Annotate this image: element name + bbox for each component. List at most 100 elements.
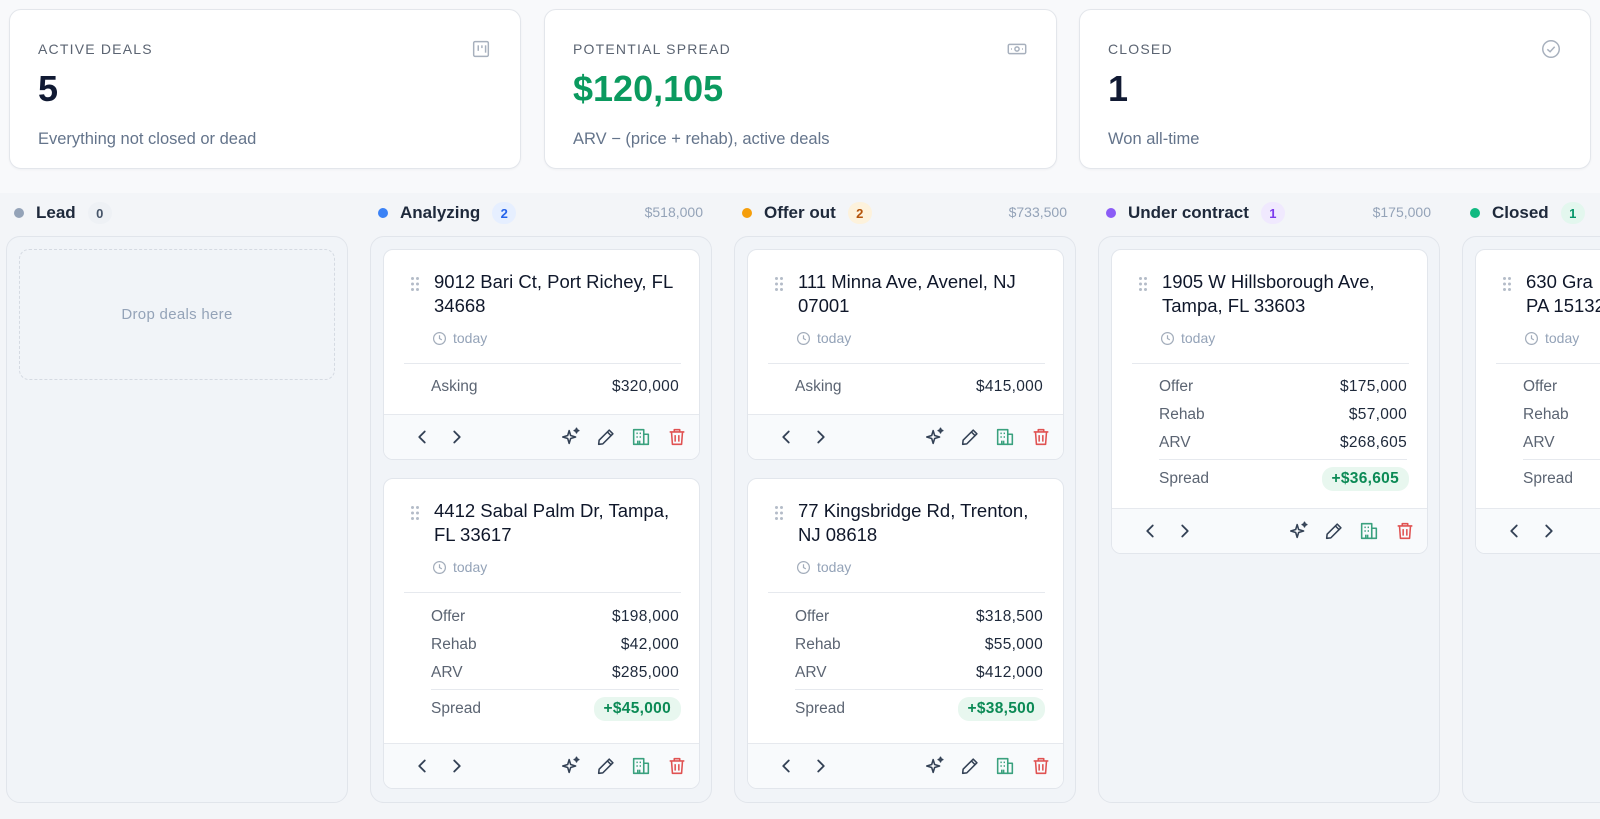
stat-label: POTENTIAL SPREAD <box>573 41 731 57</box>
spread-badge: +$36,605 <box>1321 467 1409 491</box>
drag-handle-icon[interactable] <box>410 276 420 292</box>
sparkles-icon[interactable] <box>923 754 947 778</box>
chevron-right-icon[interactable] <box>809 754 833 778</box>
stat-label: CLOSED <box>1108 41 1173 57</box>
column-count-badge: 0 <box>87 202 112 224</box>
column-count-badge: 2 <box>492 202 517 224</box>
deal-date: today <box>432 559 487 575</box>
divider <box>768 592 1045 593</box>
clock-icon <box>1160 331 1175 345</box>
column-title: Analyzing <box>400 203 481 222</box>
trash-icon[interactable] <box>1029 425 1053 449</box>
building-icon[interactable] <box>1357 519 1381 543</box>
drag-handle-icon[interactable] <box>1502 276 1512 292</box>
clock-icon <box>796 560 811 574</box>
drop-zone[interactable]: Drop deals here <box>19 249 335 380</box>
chevron-left-icon[interactable] <box>1502 519 1526 543</box>
chevron-left-icon[interactable] <box>410 425 434 449</box>
chevron-left-icon[interactable] <box>774 425 798 449</box>
spread-row: Spread +$36,605 <box>1159 467 1409 491</box>
building-icon[interactable] <box>993 425 1017 449</box>
deal-address[interactable]: 1905 W Hillsborough Ave, Tampa, FL 33603 <box>1162 271 1375 316</box>
deal-card[interactable]: 4412 Sabal Palm Dr, Tampa, FL 33617 toda… <box>383 478 700 789</box>
stat-card-closed: CLOSED 1 Won all-time <box>1079 9 1591 169</box>
rehab-row: Rehab $42,000 <box>431 634 679 656</box>
building-icon[interactable] <box>629 425 653 449</box>
offer-label: Offer <box>1159 378 1194 395</box>
column-header-analyzing: Analyzing 2 <box>378 201 517 225</box>
divider <box>431 689 679 690</box>
chevron-left-icon[interactable] <box>774 754 798 778</box>
rehab-row: Rehab $55,000 <box>795 634 1043 656</box>
arv-row: ARV $285,000 <box>431 662 679 684</box>
offer-label: Offer <box>1523 378 1558 395</box>
asking-label: Asking <box>795 378 842 395</box>
deal-date-text: today <box>817 559 852 575</box>
sparkles-icon[interactable] <box>1287 519 1311 543</box>
column-closed: 630 Gra PA 15132 today Offer Rehab ARV S… <box>1462 236 1600 803</box>
arv-label: ARV <box>1159 434 1191 451</box>
chevron-right-icon[interactable] <box>809 425 833 449</box>
card-actions <box>748 414 1063 459</box>
rehab-row: Rehab <box>1523 404 1600 426</box>
divider <box>1496 363 1600 364</box>
column-count-badge: 1 <box>1560 202 1585 224</box>
pencil-icon[interactable] <box>1322 519 1346 543</box>
column-count-badge: 1 <box>1260 202 1285 224</box>
deal-address[interactable]: 4412 Sabal Palm Dr, Tampa, FL 33617 <box>434 500 670 545</box>
drag-handle-icon[interactable] <box>774 505 784 521</box>
sparkles-icon[interactable] <box>559 425 583 449</box>
chevron-right-icon[interactable] <box>445 425 469 449</box>
arv-value: $285,000 <box>611 664 679 681</box>
asking-value: $415,000 <box>975 378 1043 395</box>
deal-card[interactable]: 630 Gra PA 15132 today Offer Rehab ARV S… <box>1475 249 1600 554</box>
building-icon[interactable] <box>629 754 653 778</box>
stat-subtext: Everything not closed or dead <box>38 130 257 148</box>
pencil-icon[interactable] <box>594 754 618 778</box>
asking-row: Asking $320,000 <box>431 376 679 398</box>
sparkles-icon[interactable] <box>923 425 947 449</box>
deal-address[interactable]: 9012 Bari Ct, Port Richey, FL 34668 <box>434 271 673 316</box>
card-actions <box>748 743 1063 788</box>
divider <box>795 689 1043 690</box>
stat-label: ACTIVE DEALS <box>38 41 153 57</box>
asking-label: Asking <box>431 378 478 395</box>
drag-handle-icon[interactable] <box>410 505 420 521</box>
arv-label: ARV <box>431 664 463 681</box>
kanban-icon <box>470 38 492 60</box>
pencil-icon[interactable] <box>594 425 618 449</box>
rehab-label: Rehab <box>795 636 841 653</box>
offer-value: $318,500 <box>975 608 1043 625</box>
chevron-left-icon[interactable] <box>1138 519 1162 543</box>
column-title: Lead <box>36 203 76 222</box>
deal-address[interactable]: 111 Minna Ave, Avenel, NJ 07001 <box>798 271 1016 316</box>
cash-icon <box>1006 38 1028 60</box>
stat-subtext: Won all-time <box>1108 130 1200 148</box>
chevron-right-icon[interactable] <box>1537 519 1561 543</box>
deal-address[interactable]: 77 Kingsbridge Rd, Trenton, NJ 08618 <box>798 500 1029 545</box>
chevron-right-icon[interactable] <box>1173 519 1197 543</box>
trash-icon[interactable] <box>665 425 689 449</box>
asking-row: Asking $415,000 <box>795 376 1043 398</box>
sparkles-icon[interactable] <box>559 754 583 778</box>
asking-value: $320,000 <box>611 378 679 395</box>
deal-card[interactable]: 77 Kingsbridge Rd, Trenton, NJ 08618 tod… <box>747 478 1064 789</box>
chevron-left-icon[interactable] <box>410 754 434 778</box>
deal-address[interactable]: 630 Gra PA 15132 <box>1526 271 1600 316</box>
building-icon[interactable] <box>993 754 1017 778</box>
rehab-value: $55,000 <box>984 636 1043 653</box>
trash-icon[interactable] <box>665 754 689 778</box>
column-offer-out: 111 Minna Ave, Avenel, NJ 07001 today As… <box>734 236 1076 803</box>
deal-card[interactable]: 111 Minna Ave, Avenel, NJ 07001 today As… <box>747 249 1064 460</box>
pencil-icon[interactable] <box>958 754 982 778</box>
chevron-right-icon[interactable] <box>445 754 469 778</box>
trash-icon[interactable] <box>1393 519 1417 543</box>
drag-handle-icon[interactable] <box>774 276 784 292</box>
trash-icon[interactable] <box>1029 754 1053 778</box>
drag-handle-icon[interactable] <box>1138 276 1148 292</box>
column-header-offer-out: Offer out 2 <box>742 201 872 225</box>
clock-icon <box>432 560 447 574</box>
deal-card[interactable]: 9012 Bari Ct, Port Richey, FL 34668 toda… <box>383 249 700 460</box>
deal-card[interactable]: 1905 W Hillsborough Ave, Tampa, FL 33603… <box>1111 249 1428 554</box>
pencil-icon[interactable] <box>958 425 982 449</box>
